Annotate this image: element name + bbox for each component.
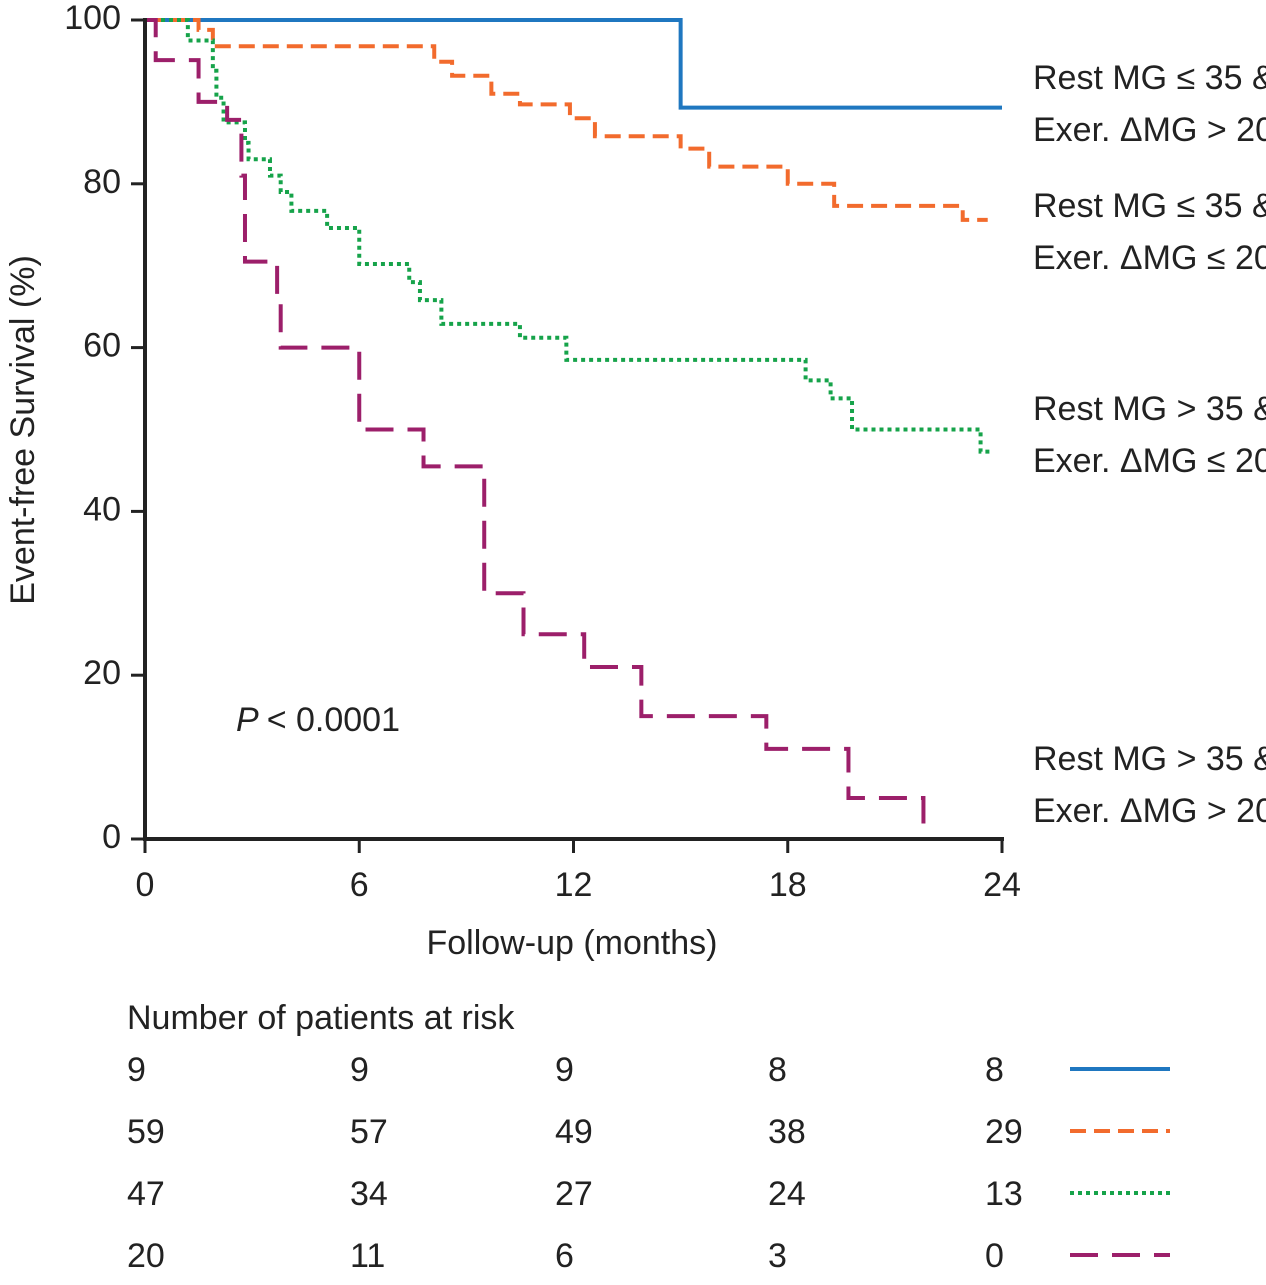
p-text: < 0.0001 <box>267 701 400 739</box>
curve-label: Rest MG ≤ 35 & <box>1033 187 1266 225</box>
curve-label: Rest MG > 35 & <box>1033 740 1266 778</box>
risk-count: 57 <box>350 1113 388 1151</box>
risk-count: 49 <box>555 1113 593 1151</box>
x-tick-label: 6 <box>350 866 369 904</box>
curve-label: Exer. ΔMG > 20 <box>1033 111 1266 149</box>
p-value: P < 0.0001 <box>236 701 400 739</box>
survival-curve <box>145 18 926 839</box>
y-axis-label: Event-free Survival (%) <box>4 255 42 605</box>
risk-count: 9 <box>555 1051 574 1089</box>
risk-count: 13 <box>985 1175 1023 1213</box>
x-tick-label: 24 <box>983 866 1021 904</box>
risk-count: 0 <box>985 1237 1004 1275</box>
risk-count: 3 <box>768 1237 787 1275</box>
x-axis-label: Follow-up (months) <box>427 924 718 962</box>
curve-label: Exer. ΔMG > 20 <box>1033 792 1266 830</box>
y-tick-label: 80 <box>83 163 121 201</box>
risk-count: 9 <box>127 1051 146 1089</box>
risk-count: 6 <box>555 1237 574 1275</box>
y-tick-label: 100 <box>64 0 121 37</box>
risk-count: 38 <box>768 1113 806 1151</box>
p-symbol: P <box>236 701 259 739</box>
risk-count: 11 <box>350 1237 385 1275</box>
risk-count: 24 <box>768 1175 806 1213</box>
risk-count: 47 <box>127 1175 165 1213</box>
curve-label: Rest MG > 35 & <box>1033 390 1266 428</box>
risk-title: Number of patients at risk <box>127 999 515 1037</box>
y-tick-label: 60 <box>83 327 121 365</box>
curve-label: Exer. ΔMG ≤ 20 <box>1033 239 1266 277</box>
risk-count: 20 <box>127 1237 165 1275</box>
risk-count: 34 <box>350 1175 388 1213</box>
y-tick-label: 20 <box>83 654 121 692</box>
survival-curve <box>145 18 988 222</box>
risk-count: 27 <box>555 1175 593 1213</box>
risk-count: 29 <box>985 1113 1023 1151</box>
risk-count: 8 <box>768 1051 787 1089</box>
survival-curve <box>145 18 1002 110</box>
x-tick-label: 0 <box>136 866 155 904</box>
survival-curve <box>145 18 992 454</box>
risk-count: 9 <box>350 1051 369 1089</box>
risk-count: 8 <box>985 1051 1004 1089</box>
y-tick-label: 0 <box>102 818 121 856</box>
x-tick-label: 12 <box>555 866 593 904</box>
curve-label: Rest MG ≤ 35 & <box>1033 59 1266 97</box>
risk-count: 59 <box>127 1113 165 1151</box>
y-tick-label: 40 <box>83 490 121 528</box>
x-tick-label: 18 <box>769 866 807 904</box>
curve-label: Exer. ΔMG ≤ 20 <box>1033 442 1266 480</box>
